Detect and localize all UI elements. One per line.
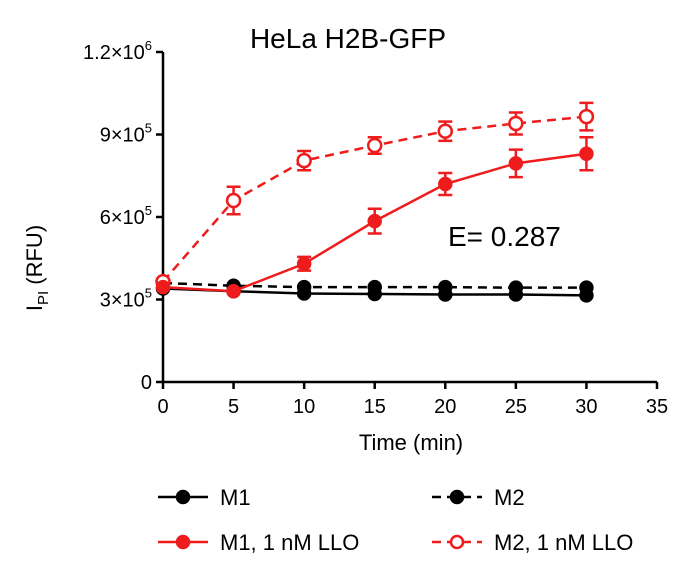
y-tick-label: 3×105 (100, 286, 152, 312)
legend-label: M2, 1 nM LLO (494, 530, 633, 555)
legend-marker (175, 534, 191, 550)
data-point (578, 108, 595, 125)
x-tick-label: 35 (646, 396, 668, 418)
x-tick-label: 15 (364, 396, 386, 418)
legend-marker (449, 534, 465, 550)
data-point (508, 156, 524, 171)
y-tick-label: 1.2×106 (83, 38, 152, 64)
data-point (296, 152, 312, 169)
data-point (437, 123, 454, 139)
y-axis-label: IPI (RFU) (22, 225, 52, 311)
legend-marker (449, 489, 465, 505)
legend-item: M2 (432, 485, 525, 510)
x-tick-label: 5 (228, 396, 239, 418)
data-point (296, 279, 312, 295)
x-tick-label: 25 (505, 396, 527, 418)
data-point (296, 256, 312, 271)
data-point (508, 280, 524, 295)
data-point (226, 284, 241, 299)
data-point (508, 115, 524, 132)
y-tick-label: 9×105 (100, 121, 152, 147)
legend-item: M1 (158, 485, 251, 510)
data-point (579, 146, 594, 161)
x-tick-label: 0 (157, 396, 168, 418)
data-point (155, 279, 171, 295)
series (155, 101, 595, 290)
legend-label: M1 (220, 485, 251, 510)
axes: 0 5 10 15 20 25 30 35 0 3×105 6×105 9×105 1.2×106 (83, 38, 668, 418)
legend-label: M1, 1 nM LLO (220, 530, 359, 555)
data-point (366, 137, 383, 154)
legend: M1 M2 M1, 1 nM LLO M2, 1 nM LLO (158, 485, 633, 555)
y-tick-label: 0 (141, 372, 152, 394)
data-point (438, 279, 453, 295)
x-tick-label: 30 (575, 396, 597, 418)
data-point (225, 192, 242, 209)
x-axis-label: Time (min) (359, 430, 463, 455)
data-point (367, 213, 382, 229)
y-tick-label: 6×105 (100, 203, 152, 229)
legend-item: M2, 1 nM LLO (432, 530, 633, 555)
legend-item: M1, 1 nM LLO (158, 530, 359, 555)
legend-marker (175, 489, 191, 505)
chart-title: HeLa H2B-GFP (250, 23, 446, 54)
data-point (579, 280, 594, 295)
series (155, 136, 594, 299)
series-layer (155, 101, 595, 303)
x-tick-label: 10 (293, 396, 315, 418)
x-tick-label: 20 (434, 396, 456, 418)
data-point (367, 279, 382, 295)
legend-label: M2 (494, 485, 525, 510)
data-point (438, 176, 453, 192)
annotation-e-value: E= 0.287 (448, 221, 561, 252)
